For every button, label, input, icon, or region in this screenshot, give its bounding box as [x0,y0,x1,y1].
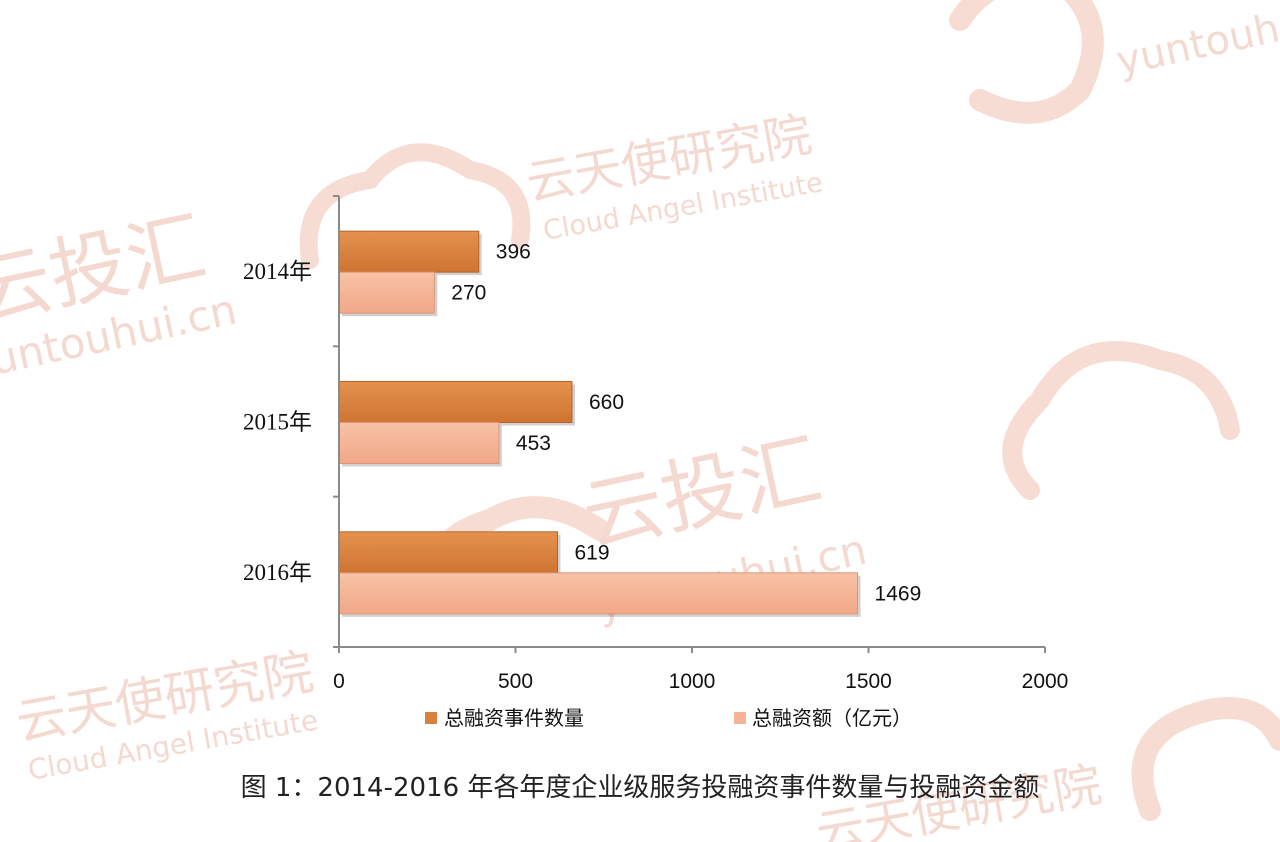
data-label: 1469 [875,582,922,605]
cloud-logo-icon [949,0,1104,124]
x-tick-label: 0 [333,670,345,693]
category-label: 2014年 [243,259,312,284]
bar-events [338,381,573,423]
bar-amount [338,422,500,464]
category-label: 2016年 [243,560,312,585]
data-label: 453 [516,432,551,455]
plot-area: 396 270 2014年 660 453 2015年 619 1469 2016年 0 500 10… [243,195,1069,693]
data-label: 270 [451,282,486,305]
x-tick-label: 1500 [845,670,892,693]
legend-swatch-events [425,712,437,724]
x-tick-label: 500 [498,670,533,693]
legend-label-events: 总融资事件数量 [444,706,584,730]
data-label: 660 [589,391,624,414]
category-label: 2015年 [243,410,312,435]
cloud-logo-icon [1002,341,1240,500]
data-label: 619 [575,541,610,564]
bar-amount [338,271,435,314]
cloud-logo-icon [299,143,531,269]
cloud-logo-icon [1131,697,1280,821]
x-tick-label: 1000 [669,670,716,693]
data-label: 396 [496,241,531,264]
figure-caption: 图 1：2014-2016 年各年度企业级服务投融资事件数量与投融资金额 [241,773,1040,803]
bar-events [338,531,559,574]
legend-label-amount: 总融资额（亿元） [752,706,912,730]
watermark-text: yuntouhui.cn [1113,0,1280,85]
x-tick-label: 2000 [1022,670,1069,693]
legend: 总融资事件数量 总融资额（亿元） [425,706,912,730]
legend-swatch-amount [734,712,746,724]
bar-events [338,230,480,273]
bar-amount [338,572,859,615]
